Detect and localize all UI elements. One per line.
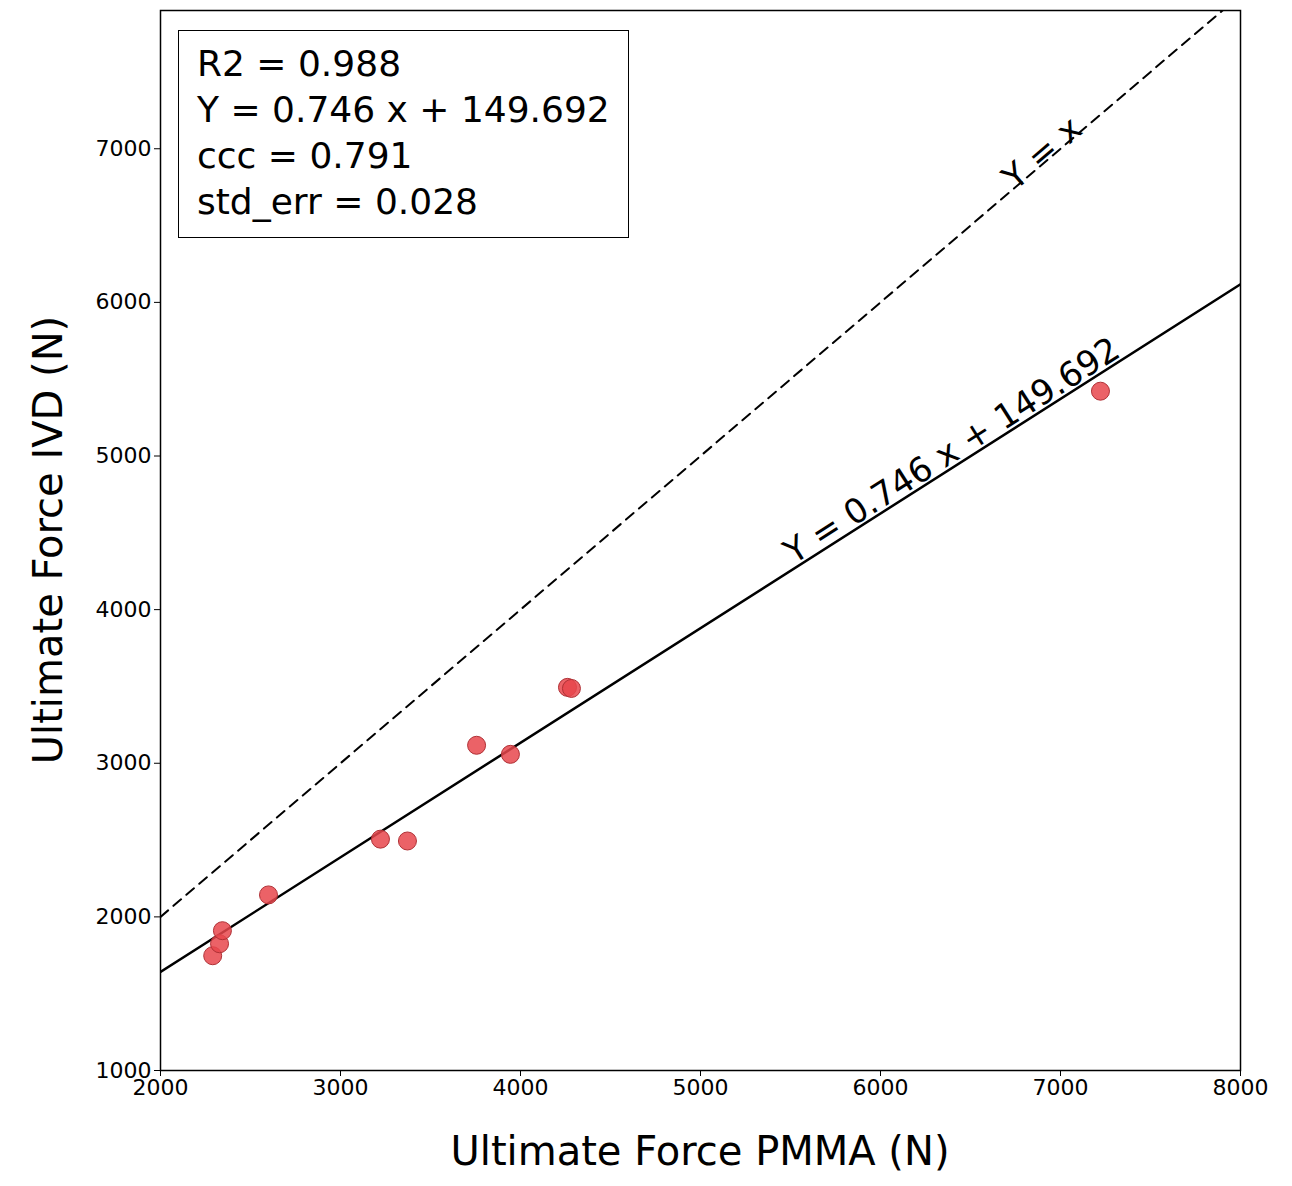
svg-text:4000: 4000 [96,597,152,622]
svg-text:Y = x: Y = x [993,108,1089,198]
svg-text:1000: 1000 [95,1057,152,1083]
svg-text:6000: 6000 [853,1075,909,1100]
svg-text:6000: 6000 [96,289,152,314]
html-text:Ultimate Force IVD (N): Ultimate Force IVD (N) [25,315,71,765]
svg-text:4000: 4000 [493,1075,549,1100]
html-text:R2 = 0.988 Y = 0.746 x + 149.6: R2 = 0.988 Y = 0.746 x + 149.692 ccc = 0… [197,43,610,222]
svg-text:5000: 5000 [673,1075,729,1100]
svg-text:7000: 7000 [1033,1075,1089,1100]
svg-text:2000: 2000 [96,904,152,929]
svg-text:5000: 5000 [96,443,152,468]
svg-text:3000: 3000 [96,750,152,775]
svg-text:Y = 0.746 x + 149.692: Y = 0.746 x + 149.692 [775,328,1126,572]
svg-text:7000: 7000 [96,136,152,161]
svg-text:3000: 3000 [313,1075,369,1100]
html-text:Ultimate Force PMMA (N): Ultimate Force PMMA (N) [450,1128,950,1174]
svg-text:8000: 8000 [1213,1075,1269,1100]
svg-text:2000: 2000 [133,1075,189,1100]
